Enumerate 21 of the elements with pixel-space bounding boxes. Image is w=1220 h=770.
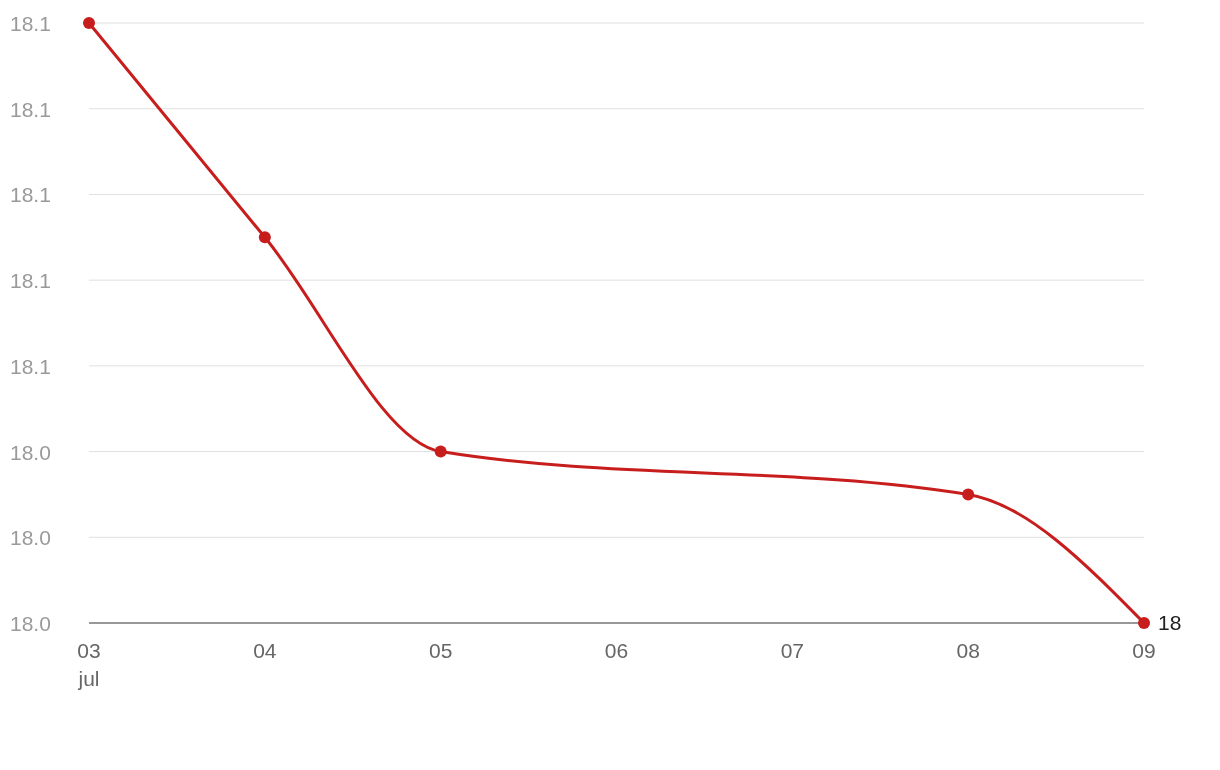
y-tick-label: 18.0 [10,440,51,464]
x-tick-label: 06 [604,639,629,662]
x-tick-label: 07 [780,639,805,662]
y-tick-label: 18.0 [10,612,51,635]
y-tick-label: 18.1 [10,183,51,207]
data-label: 18 [1158,611,1182,634]
point [83,17,95,29]
point [258,231,271,244]
x-tick-label: 09 [1132,639,1156,662]
point [434,445,447,458]
y-tick-label: 18.1 [10,12,51,35]
x-tick-label: 03 jul [77,639,101,690]
x-tick-label: 08 [956,639,980,662]
y-tick-label: 18.0 [10,526,51,550]
y-tick-label: 18.1 [10,269,51,293]
x-tick-label: 05 [428,639,453,662]
y-tick-label: 18.1 [10,354,51,378]
x-tick-label: 04 [253,639,277,662]
point [962,488,975,501]
y-tick-label: 18.1 [10,97,51,121]
point [1138,617,1150,629]
